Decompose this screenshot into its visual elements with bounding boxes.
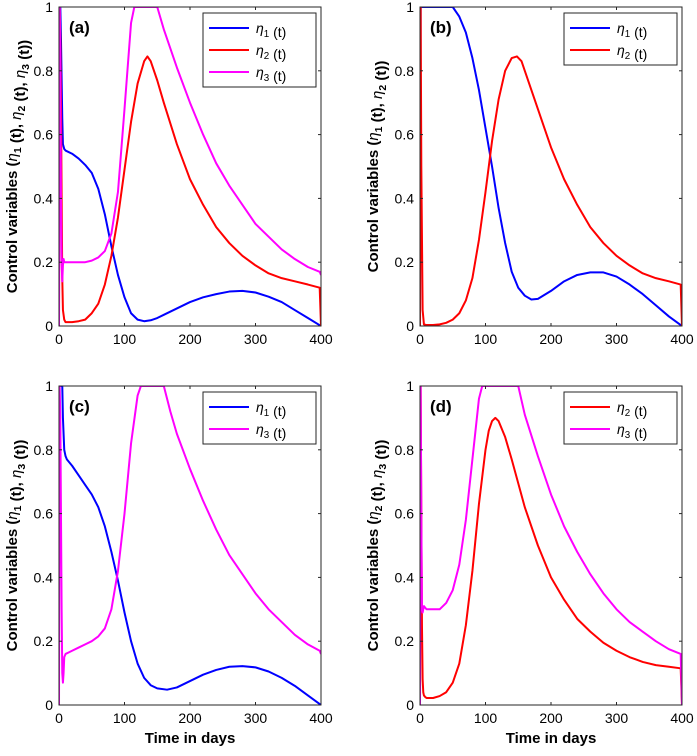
legend-box [563, 12, 678, 66]
series-line-2 [59, 7, 321, 326]
y-tick-label: 0.4 [395, 190, 415, 206]
series-line-1 [59, 386, 321, 705]
y-tick-label: 1 [406, 0, 414, 15]
y-tick-label: 0.2 [395, 254, 415, 270]
x-tick-label: 400 [309, 710, 333, 726]
series-line-2 [420, 7, 682, 326]
y-tick-label: 0.6 [34, 127, 54, 143]
x-tick-label: 200 [539, 710, 563, 726]
legend-label: η1 (t) [256, 399, 286, 419]
x-tick-label: 300 [605, 331, 629, 347]
series-line-1 [59, 7, 321, 326]
y-tick-label: 0.2 [395, 633, 415, 649]
y-tick-label: 0.8 [395, 63, 415, 79]
y-tick-label: 0.8 [395, 442, 415, 458]
y-tick-label: 0 [406, 318, 414, 334]
series-line-2 [420, 386, 682, 705]
legend: η1 (t)η2 (t)η3 (t) [202, 12, 317, 88]
x-tick-label: 100 [113, 710, 137, 726]
legend: η2 (t)η3 (t) [563, 391, 678, 445]
legend-label: η1 (t) [256, 20, 286, 40]
legend-label: η2 (t) [617, 42, 647, 62]
y-tick-label: 0 [45, 697, 53, 713]
y-tick-label: 0.8 [34, 442, 54, 458]
y-tick-label: 0.4 [34, 190, 54, 206]
series-line-3 [59, 7, 321, 326]
x-tick-label: 400 [309, 331, 333, 347]
y-axis-label: Control variables (η1 (t), η3 (t)) [4, 440, 29, 652]
x-tick-label: 200 [178, 710, 202, 726]
x-tick-label: 300 [244, 710, 268, 726]
y-axis-label: Control variables (η1 (t), η2 (t), η3 (t… [4, 40, 33, 293]
y-axis-label: Control variables (η2 (t), η3 (t)) [365, 440, 390, 652]
x-tick-label: 100 [474, 331, 498, 347]
y-tick-label: 0.6 [395, 506, 415, 522]
chart-panel-4: 0 100 200 300 400 0 0.2 0.4 0.6 0.8 1 (d) Control va… [365, 378, 694, 747]
legend-label: η3 (t) [617, 421, 647, 441]
panel-label: (d) [430, 397, 452, 416]
legend-box [202, 391, 317, 445]
legend: η1 (t)η2 (t) [563, 12, 678, 66]
x-axis-label: Time in days [506, 730, 597, 747]
x-tick-label: 200 [539, 331, 563, 347]
legend-label: η2 (t) [617, 399, 647, 419]
x-tick-label: 0 [55, 710, 63, 726]
chart-panel-1: 0 100 200 300 400 0 0.2 0.4 0.6 0.8 1 (a) Control va… [4, 0, 333, 347]
x-tick-label: 100 [474, 710, 498, 726]
x-tick-label: 100 [113, 331, 137, 347]
y-tick-label: 0.6 [34, 506, 54, 522]
y-tick-label: 0 [45, 318, 53, 334]
x-tick-label: 200 [178, 331, 202, 347]
series-line-1 [420, 386, 682, 705]
y-tick-label: 0.8 [34, 63, 54, 79]
x-axis-label: Time in days [145, 730, 236, 747]
y-tick-label: 1 [45, 0, 53, 15]
x-tick-label: 300 [244, 331, 268, 347]
panel-label: (a) [69, 18, 90, 37]
y-tick-label: 0.4 [395, 569, 415, 585]
y-tick-label: 1 [45, 378, 53, 394]
legend-label: η3 (t) [256, 64, 286, 84]
x-tick-label: 0 [55, 331, 63, 347]
legend-box [563, 391, 678, 445]
panel-label: (c) [69, 397, 90, 416]
y-tick-label: 0.6 [395, 127, 415, 143]
series-line-1 [420, 7, 682, 326]
chart-panel-3: 0 100 200 300 400 0 0.2 0.4 0.6 0.8 1 (c) Control va… [4, 378, 333, 747]
y-axis-label: Control variables (η1 (t), η2 (t)) [365, 61, 390, 273]
x-tick-label: 400 [670, 710, 694, 726]
x-tick-label: 300 [605, 710, 629, 726]
legend-label: η3 (t) [256, 421, 286, 441]
y-tick-label: 0.4 [34, 569, 54, 585]
chart-panel-2: 0 100 200 300 400 0 0.2 0.4 0.6 0.8 1 (b) Control va… [365, 0, 694, 347]
x-tick-label: 0 [416, 710, 424, 726]
panel-label: (b) [430, 18, 452, 37]
legend: η1 (t)η3 (t) [202, 391, 317, 445]
legend-label: η2 (t) [256, 42, 286, 62]
series-line-2 [59, 386, 321, 705]
y-tick-label: 1 [406, 378, 414, 394]
legend-label: η1 (t) [617, 20, 647, 40]
y-tick-label: 0.2 [34, 254, 54, 270]
y-tick-label: 0.2 [34, 633, 54, 649]
y-tick-label: 0 [406, 697, 414, 713]
x-tick-label: 400 [670, 331, 694, 347]
x-tick-label: 0 [416, 331, 424, 347]
